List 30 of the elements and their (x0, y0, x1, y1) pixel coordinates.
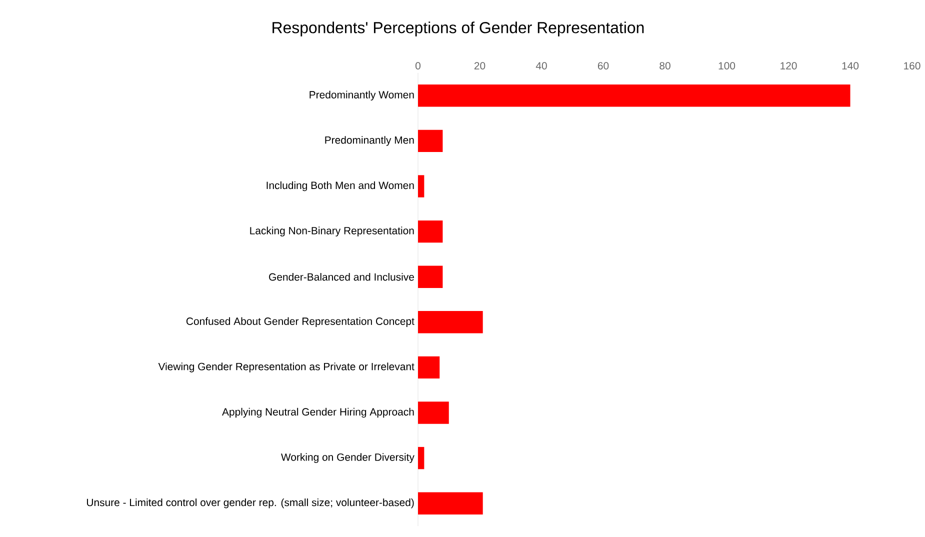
y-tick-label: Confused About Gender Representation Concept (186, 317, 414, 328)
y-tick-label: Predominantly Women (310, 90, 414, 101)
x-tick-label: 20 (474, 62, 486, 70)
y-tick-label: Gender-Balanced and Inclusive (269, 273, 414, 281)
bar (418, 130, 443, 152)
bar (418, 175, 424, 198)
x-tick-label: 60 (598, 62, 609, 70)
y-tick-label: Predominantly Men (325, 136, 414, 146)
y-tick-label: Unsure - Limited control over gender rep. (small size; volunteer-based) (86, 498, 414, 508)
y-tick-label: Including Both Men and Women (266, 181, 414, 192)
bar (418, 402, 449, 424)
bar (418, 492, 483, 514)
chart-title: Respondents' Perceptions of Gender Representation (272, 22, 644, 36)
x-tick-label: 140 (842, 62, 859, 70)
x-tick-label: 160 (904, 62, 920, 70)
y-tick-label: Viewing Gender Representation as Private or Irrelevant (158, 362, 414, 372)
x-tick-label: 80 (660, 62, 670, 70)
bar (418, 311, 483, 334)
y-tick-label: Working on Gender Diversity (281, 453, 414, 463)
y-tick-label: Lacking Non-Binary Representation (250, 226, 414, 236)
bar (418, 84, 850, 107)
bar (418, 266, 443, 288)
y-tick-label: Applying Neutral Gender Hiring Approach (222, 408, 414, 418)
x-tick-label: 100 (718, 62, 736, 70)
bar (418, 446, 424, 470)
bar (418, 356, 440, 379)
bar (418, 220, 443, 243)
x-tick-label: 40 (536, 62, 547, 70)
x-tick-label: 120 (780, 62, 797, 70)
x-tick-label: 0 (416, 62, 420, 70)
